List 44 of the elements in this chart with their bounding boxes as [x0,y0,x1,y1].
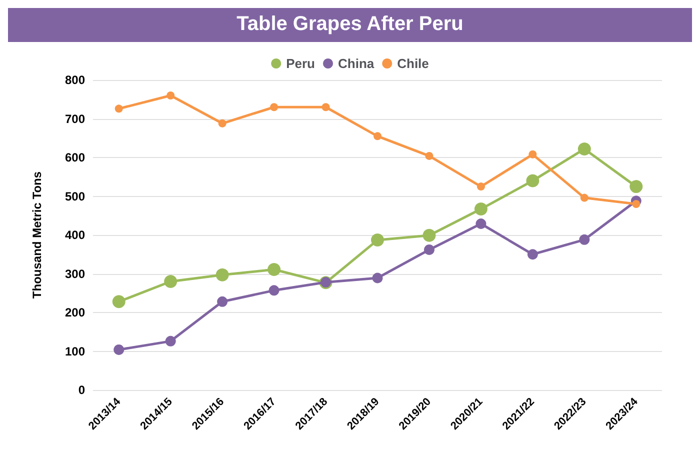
point [268,262,281,276]
point [578,142,591,156]
point [166,92,175,100]
point [424,244,434,255]
point [268,285,280,296]
point [528,150,537,158]
legend-label: China [338,56,375,71]
y-tick-label: 200 [64,306,86,320]
y-tick-label: 100 [64,344,86,358]
point [112,295,126,308]
point [527,249,538,260]
y-axis-title: Thousand Metric Tons [30,171,44,299]
point [630,180,643,194]
point [476,218,486,230]
point [217,296,228,307]
y-tick-label: 0 [78,383,86,397]
y-tick-label: 600 [64,150,86,164]
point [114,104,123,113]
point [371,234,384,247]
point [164,275,178,288]
point [632,200,640,208]
point [579,234,590,245]
point [526,174,540,188]
point [476,182,485,191]
point [372,272,383,284]
point [322,103,330,112]
point [216,268,229,282]
y-tick-label: 400 [64,228,86,242]
point [114,344,124,355]
y-tick-label: 500 [64,189,86,204]
legend-label: Chile [397,56,429,71]
point [422,228,436,242]
y-tick-label: 300 [64,266,86,281]
point [425,152,434,160]
chart-title: Table Grapes After Peru [236,13,464,35]
point [270,103,278,112]
point [165,336,176,346]
point [580,194,588,202]
point [218,119,226,128]
y-tick-label: 800 [64,73,86,87]
point [374,132,382,140]
point [474,202,488,216]
legend-label: Peru [286,56,316,71]
y-tick-label: 700 [64,112,86,126]
